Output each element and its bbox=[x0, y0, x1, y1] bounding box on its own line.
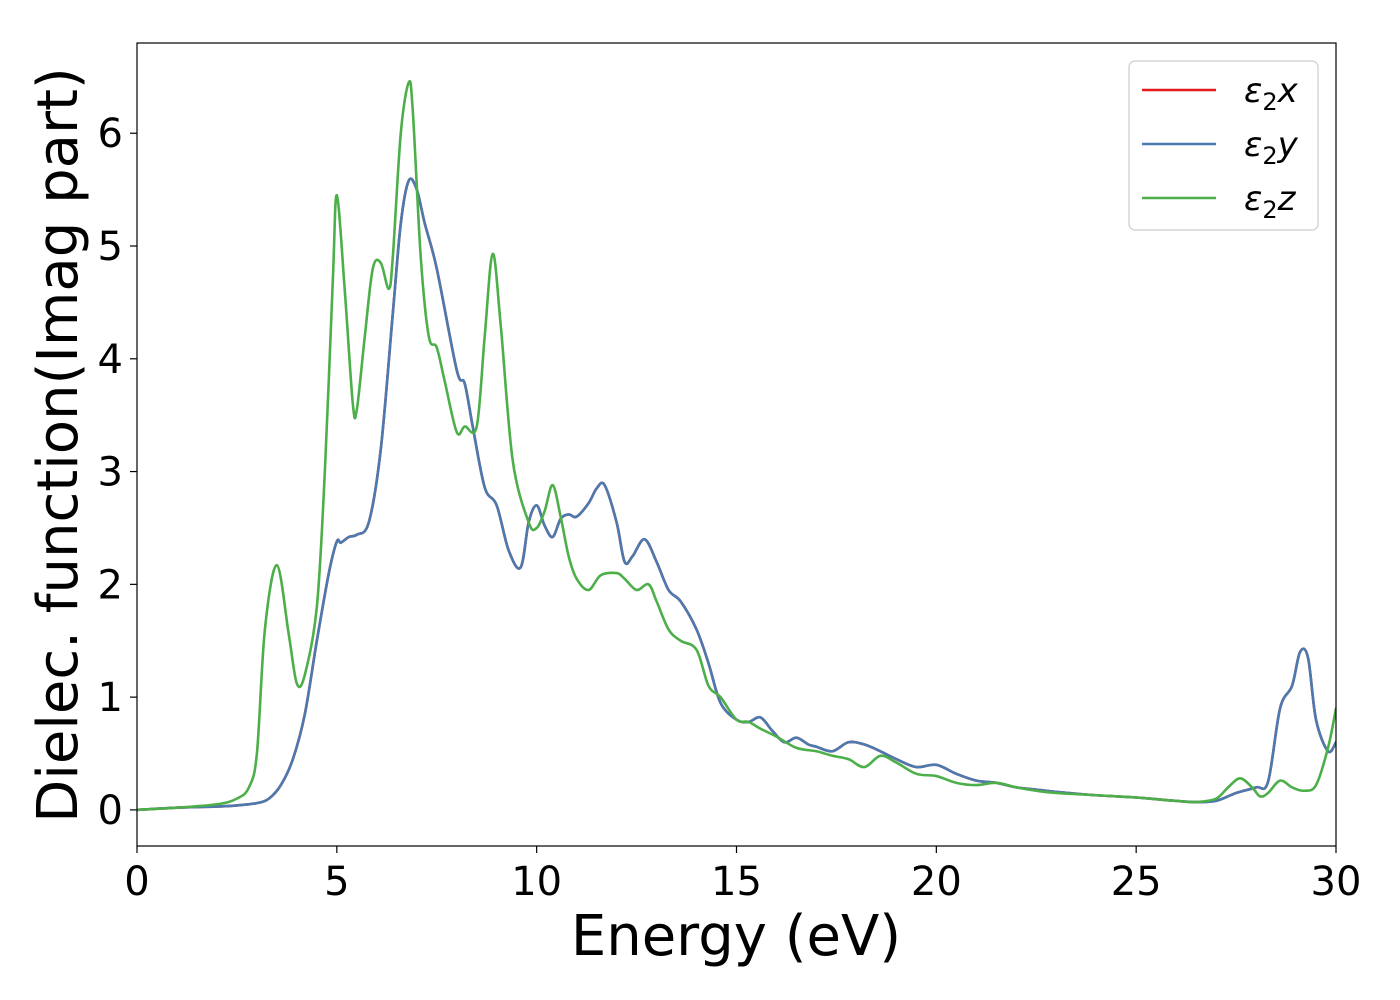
y-tick-label: 4 bbox=[98, 337, 123, 383]
legend-label-z: ε2z bbox=[1244, 179, 1297, 224]
series-line-z bbox=[137, 79, 1336, 812]
legend-label-x: ε2x bbox=[1244, 71, 1299, 116]
y-axis: 0 1 2 3 4 5 6 bbox=[98, 111, 137, 834]
x-tick-label: 20 bbox=[911, 859, 962, 905]
x-tick-label: 30 bbox=[1311, 859, 1362, 905]
x-axis-title: Energy (eV) bbox=[571, 904, 901, 969]
x-tick-label: 5 bbox=[324, 859, 349, 905]
y-tick-label: 5 bbox=[98, 224, 123, 270]
legend: ε2x ε2y ε2z bbox=[1128, 60, 1319, 231]
x-tick-label: 10 bbox=[511, 859, 562, 905]
y-tick-label: 0 bbox=[98, 788, 123, 834]
x-tick-label: 25 bbox=[1111, 859, 1162, 905]
y-tick-label: 3 bbox=[98, 450, 123, 496]
x-tick-label: 0 bbox=[124, 859, 149, 905]
y-tick-label: 2 bbox=[98, 562, 123, 608]
y-tick-label: 1 bbox=[98, 675, 123, 721]
x-tick-label: 15 bbox=[711, 859, 762, 905]
y-tick-label: 6 bbox=[98, 111, 123, 157]
series-layer bbox=[137, 79, 1336, 812]
legend-label-y: ε2y bbox=[1244, 125, 1299, 170]
x-axis: 0 5 10 15 20 25 30 bbox=[124, 846, 1361, 905]
y-axis-title: Dielec. function(Imag part) bbox=[26, 67, 91, 823]
legend-box bbox=[1128, 60, 1319, 231]
